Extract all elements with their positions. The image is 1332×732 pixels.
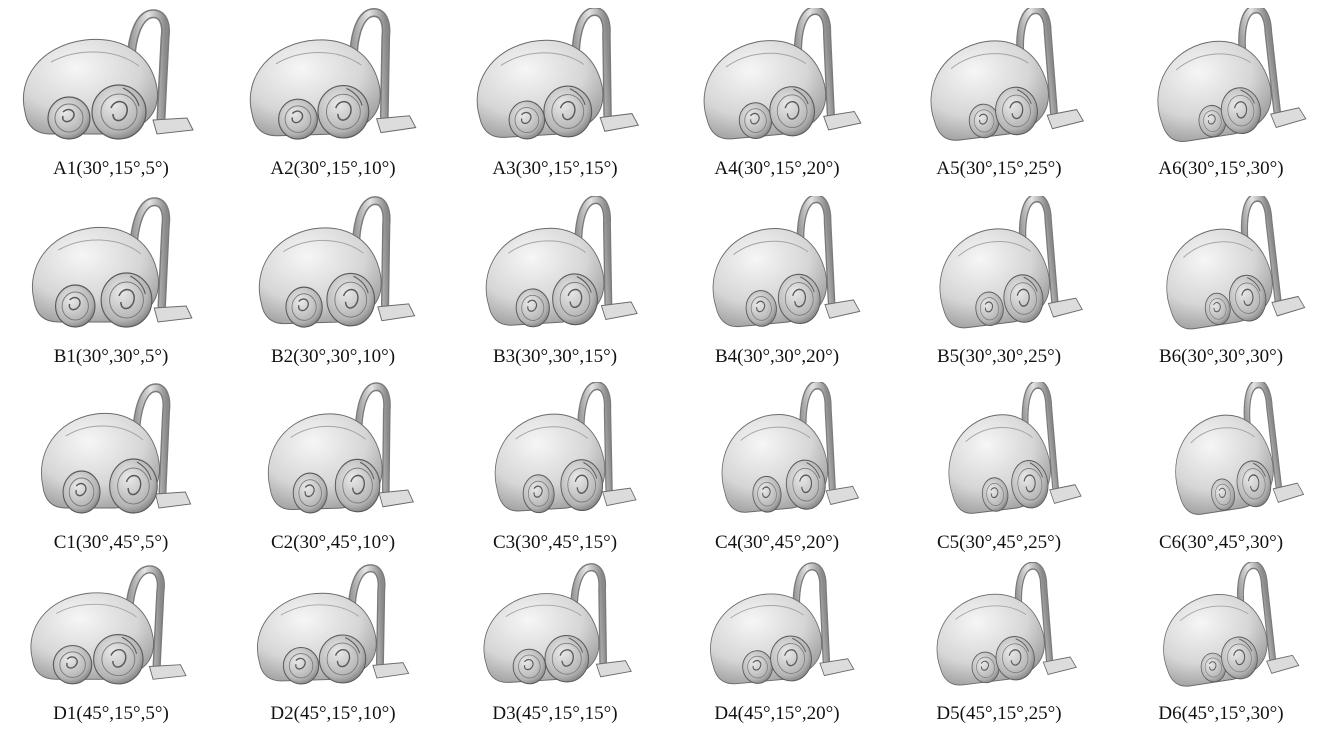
grid-cell-a6: A6(30°,15°,30°) — [1110, 0, 1332, 188]
grid-cell-a5: A5(30°,15°,25°) — [888, 0, 1110, 188]
view-caption: D1(45°,15°,5°) — [53, 703, 169, 725]
vacuum-cleaner-render-icon — [258, 196, 416, 328]
vacuum-cleaner-render-icon — [710, 562, 855, 685]
view-caption: C6(30°,45°,30°) — [1158, 532, 1284, 553]
view-caption: B5(30°,30°,25°) — [936, 346, 1062, 367]
vacuum-cleaner-render-icon — [1175, 382, 1305, 515]
vacuum-cleaner-render-icon — [1163, 562, 1300, 687]
vacuum-model — [930, 8, 1085, 141]
grid-cell-b3: B3(30°,30°,15°) — [444, 188, 666, 376]
vacuum-model — [249, 8, 417, 140]
vacuum-cleaner-render-icon — [41, 383, 192, 514]
vacuum-cleaner-render-icon — [1166, 196, 1306, 330]
view-caption: D5(45°,15°,25°) — [936, 703, 1062, 725]
grid-cell-c3: C3(30°,45°,15°) — [444, 376, 666, 562]
view-caption: A5(30°,15°,25°) — [936, 158, 1062, 179]
vacuum-model — [712, 196, 861, 328]
grid-cell-c6: C6(30°,45°,30°) — [1110, 376, 1332, 562]
vacuum-model — [32, 197, 193, 328]
vacuum-model — [494, 382, 637, 514]
view-caption: A1(30°,15°,5°) — [53, 158, 169, 179]
grid-cell-a3: A3(30°,15°,15°) — [444, 0, 666, 188]
view-caption: B6(30°,30°,30°) — [1158, 346, 1284, 367]
vacuum-model — [1163, 562, 1300, 687]
view-caption: A6(30°,15°,30°) — [1158, 158, 1284, 179]
view-caption: A3(30°,15°,15°) — [492, 158, 618, 179]
vacuum-cleaner-render-icon — [257, 564, 410, 685]
view-caption: B2(30°,30°,10°) — [270, 346, 396, 367]
grid-cell-d4: D4(45°,15°,20°) — [666, 562, 888, 732]
vacuum-cleaner-render-icon — [494, 382, 637, 514]
vacuum-model — [23, 9, 194, 140]
view-caption: A4(30°,15°,20°) — [714, 158, 840, 179]
grid-cell-c1: C1(30°,45°,5°) — [0, 376, 222, 562]
vacuum-cleaner-render-icon — [267, 382, 415, 514]
vacuum-model — [476, 8, 640, 140]
grid-cell-d3: D3(45°,15°,15°) — [444, 562, 666, 732]
view-caption: D2(45°,15°,10°) — [270, 703, 396, 725]
grid-cell-c4: C4(30°,45°,20°) — [666, 376, 888, 562]
view-caption: C1(30°,45°,5°) — [53, 532, 169, 553]
vacuum-cleaner-render-icon — [948, 382, 1082, 514]
vacuum-model — [485, 196, 638, 328]
vacuum-model — [710, 562, 855, 685]
view-caption: C5(30°,45°,25°) — [936, 532, 1062, 553]
vacuum-cleaner-render-icon — [939, 196, 1083, 329]
vacuum-cleaner-render-icon — [32, 197, 193, 328]
grid-cell-d5: D5(45°,15°,25°) — [888, 562, 1110, 732]
view-caption: D4(45°,15°,20°) — [714, 703, 840, 725]
view-caption: B3(30°,30°,15°) — [492, 346, 618, 367]
vacuum-cleaner-render-icon — [476, 8, 640, 140]
vacuum-cleaner-render-icon — [483, 563, 632, 685]
vacuum-cleaner-render-icon — [485, 196, 638, 328]
grid-cell-a2: A2(30°,15°,10°) — [222, 0, 444, 188]
grid-cell-a4: A4(30°,15°,20°) — [666, 0, 888, 188]
vacuum-model — [948, 382, 1082, 514]
view-caption: B1(30°,30°,5°) — [53, 346, 169, 367]
grid-cell-d2: D2(45°,15°,10°) — [222, 562, 444, 732]
vacuum-cleaner-render-icon — [23, 9, 194, 140]
vacuum-cleaner-render-icon — [30, 565, 187, 685]
vacuum-model — [258, 196, 416, 328]
vacuum-model — [267, 382, 415, 514]
vacuum-model — [703, 8, 862, 140]
vacuum-model — [41, 383, 192, 514]
grid-cell-b1: B1(30°,30°,5°) — [0, 188, 222, 376]
vacuum-model — [1157, 8, 1307, 143]
vacuum-model — [1166, 196, 1306, 330]
vacuum-cleaner-render-icon — [936, 562, 1077, 686]
vacuum-cleaner-render-icon — [249, 8, 417, 140]
vacuum-cleaner-render-icon — [721, 382, 860, 513]
vacuum-cleaner-render-icon — [712, 196, 861, 328]
view-caption: C4(30°,45°,20°) — [714, 532, 840, 553]
view-caption: B4(30°,30°,20°) — [714, 346, 840, 367]
view-caption: C3(30°,45°,15°) — [492, 532, 618, 553]
vacuum-model — [483, 563, 632, 685]
view-caption: D6(45°,15°,30°) — [1158, 703, 1284, 725]
grid-cell-c2: C2(30°,45°,10°) — [222, 376, 444, 562]
vacuum-model — [30, 565, 187, 685]
vacuum-model — [1175, 382, 1305, 515]
grid-cell-d6: D6(45°,15°,30°) — [1110, 562, 1332, 732]
grid-cell-b6: B6(30°,30°,30°) — [1110, 188, 1332, 376]
grid-cell-b5: B5(30°,30°,25°) — [888, 188, 1110, 376]
vacuum-model — [936, 562, 1077, 686]
view-caption: A2(30°,15°,10°) — [270, 158, 396, 179]
view-caption: C2(30°,45°,10°) — [270, 532, 396, 553]
grid-cell-b4: B4(30°,30°,20°) — [666, 188, 888, 376]
grid-cell-b2: B2(30°,30°,10°) — [222, 188, 444, 376]
vacuum-cleaner-render-icon — [1157, 8, 1307, 143]
view-caption: D3(45°,15°,15°) — [492, 703, 618, 725]
vacuum-model — [257, 564, 410, 685]
grid-cell-a1: A1(30°,15°,5°) — [0, 0, 222, 188]
grid-cell-d1: D1(45°,15°,5°) — [0, 562, 222, 732]
vacuum-model — [939, 196, 1083, 329]
grid-cell-c5: C5(30°,45°,25°) — [888, 376, 1110, 562]
vacuum-cleaner-render-icon — [703, 8, 862, 140]
vacuum-cleaner-render-icon — [930, 8, 1085, 141]
vacuum-model — [721, 382, 860, 513]
